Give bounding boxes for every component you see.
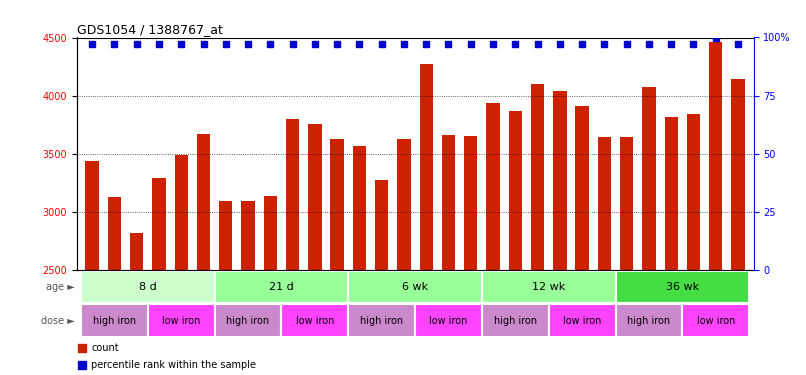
Bar xyxy=(486,103,500,270)
Text: 6 wk: 6 wk xyxy=(402,282,428,292)
Bar xyxy=(464,136,477,270)
Bar xyxy=(286,119,299,270)
Bar xyxy=(348,271,482,303)
Bar xyxy=(375,180,388,270)
Bar xyxy=(420,64,433,270)
Bar xyxy=(683,304,749,337)
Text: low iron: low iron xyxy=(563,316,601,326)
Bar xyxy=(664,117,678,270)
Text: 12 wk: 12 wk xyxy=(532,282,565,292)
Bar xyxy=(214,271,348,303)
Text: age ►: age ► xyxy=(46,282,75,292)
Text: high iron: high iron xyxy=(627,316,671,326)
Bar xyxy=(598,138,611,270)
Bar xyxy=(175,155,188,270)
Bar xyxy=(509,111,522,270)
Bar xyxy=(531,84,544,270)
Bar xyxy=(214,304,281,337)
Text: 36 wk: 36 wk xyxy=(666,282,699,292)
Bar xyxy=(308,123,322,270)
Bar xyxy=(264,196,277,270)
Bar xyxy=(575,106,589,270)
Bar xyxy=(616,304,683,337)
Bar xyxy=(482,304,549,337)
Bar xyxy=(241,201,255,270)
Bar xyxy=(81,304,147,337)
Bar xyxy=(482,271,616,303)
Text: low iron: low iron xyxy=(430,316,467,326)
Bar xyxy=(553,91,567,270)
Text: high iron: high iron xyxy=(226,316,270,326)
Bar xyxy=(81,271,214,303)
Bar xyxy=(731,80,745,270)
Bar xyxy=(616,271,749,303)
Text: GDS1054 / 1388767_at: GDS1054 / 1388767_at xyxy=(77,23,222,36)
Bar xyxy=(397,139,410,270)
Bar xyxy=(348,304,415,337)
Bar xyxy=(642,87,655,270)
Bar xyxy=(219,201,232,270)
Text: high iron: high iron xyxy=(93,316,136,326)
Bar xyxy=(108,197,121,270)
Text: dose ►: dose ► xyxy=(41,316,75,326)
Bar xyxy=(130,233,143,270)
Text: count: count xyxy=(91,343,119,352)
Bar xyxy=(687,114,700,270)
Bar xyxy=(415,304,482,337)
Bar xyxy=(353,146,366,270)
Bar xyxy=(442,135,455,270)
Bar xyxy=(549,304,616,337)
Text: low iron: low iron xyxy=(696,316,735,326)
Text: 8 d: 8 d xyxy=(139,282,156,292)
Text: high iron: high iron xyxy=(494,316,537,326)
Bar xyxy=(147,304,214,337)
Bar xyxy=(152,178,166,270)
Text: 21 d: 21 d xyxy=(269,282,294,292)
Text: low iron: low iron xyxy=(296,316,334,326)
Bar xyxy=(85,161,99,270)
Text: high iron: high iron xyxy=(360,316,403,326)
Bar xyxy=(197,134,210,270)
Bar xyxy=(281,304,348,337)
Bar xyxy=(709,42,722,270)
Bar xyxy=(620,138,634,270)
Text: low iron: low iron xyxy=(162,316,201,326)
Text: percentile rank within the sample: percentile rank within the sample xyxy=(91,360,256,369)
Bar xyxy=(330,139,344,270)
